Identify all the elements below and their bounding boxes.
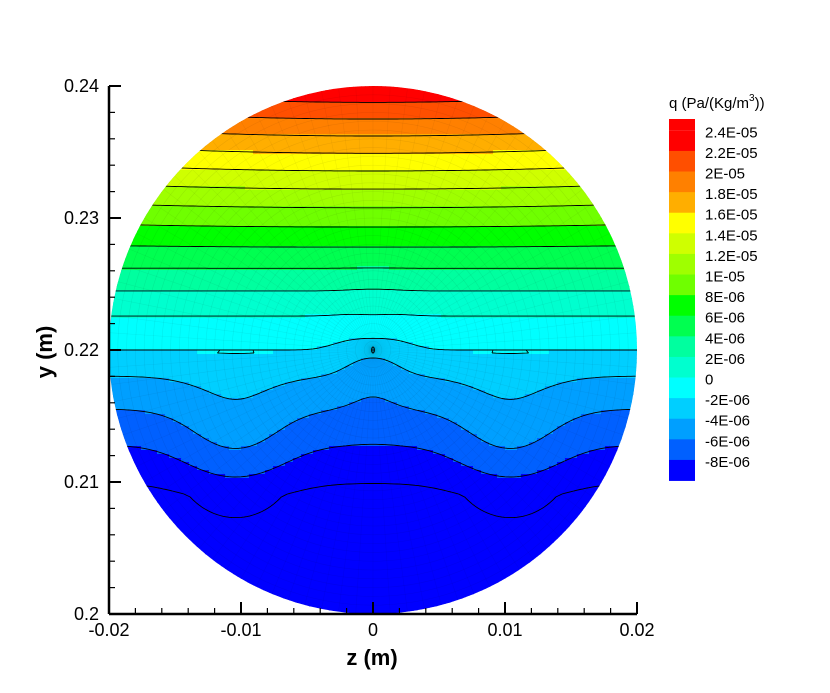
legend-swatch	[669, 295, 695, 317]
y-axis-title: y (m)	[32, 326, 57, 379]
x-tick-label: -0.02	[88, 620, 129, 640]
legend-label: 2E-06	[705, 351, 745, 368]
y-tick-label: 0.2	[74, 604, 99, 624]
legend-swatch	[669, 336, 695, 358]
x-axis-title: z (m)	[346, 645, 397, 670]
legend-label: 2.4E-05	[705, 124, 758, 141]
legend-title-end: ))	[755, 95, 765, 112]
legend-label: 6E-06	[705, 310, 745, 327]
legend-swatch	[669, 398, 695, 420]
axes: -0.02 -0.01 0 0.01 0.02 0.2 0.21 0.22 0.23 0.24	[64, 76, 655, 640]
legend-label: 1.8E-05	[705, 186, 758, 203]
legend-swatch	[669, 274, 695, 296]
legend-swatch	[669, 315, 695, 337]
legend-swatch	[669, 253, 695, 275]
legend-swatch	[669, 418, 695, 440]
legend-label: 1.4E-05	[705, 227, 758, 244]
legend-swatches: 2.4E-05 2.2E-05 2E-05 1.8E-05 1.6E-05 1.4E-05…	[669, 119, 758, 481]
legend-swatch	[669, 459, 695, 481]
x-tick-label: 0.01	[487, 620, 522, 640]
legend-label: 1.6E-05	[705, 207, 758, 224]
contour-line	[109, 443, 637, 478]
center-marker	[371, 346, 375, 354]
y-tick-label: 0.21	[64, 472, 99, 492]
contour-line	[109, 245, 637, 248]
legend-swatch	[669, 212, 695, 234]
legend-label: -8E-06	[705, 454, 750, 471]
x-tick-label: 0	[368, 620, 378, 640]
legend-label: -4E-06	[705, 413, 750, 430]
contour-line	[109, 337, 637, 354]
legend-swatch	[669, 356, 695, 378]
legend-swatch	[669, 377, 695, 399]
contour-line	[109, 357, 637, 400]
legend-title: q (Pa/(Kg/m3))	[669, 93, 765, 112]
legend-label: -2E-06	[705, 392, 750, 409]
x-tick-label: 0.02	[619, 620, 654, 640]
center-marker-shape	[371, 346, 375, 354]
legend-swatch	[669, 439, 695, 461]
legend-label: 4E-06	[705, 330, 745, 347]
legend: q (Pa/(Kg/m3)) 2.4E-05 2.2E-05 2E-05 1.8E-0…	[669, 93, 765, 481]
x-tick-label: -0.01	[220, 620, 261, 640]
legend-swatch	[669, 171, 695, 193]
legend-swatch	[669, 233, 695, 255]
legend-label: 0	[705, 372, 713, 389]
contour-line	[109, 203, 637, 209]
y-tick-label: 0.24	[64, 76, 99, 96]
legend-title-main: q (Pa/(Kg/m	[669, 95, 749, 112]
legend-swatch	[669, 192, 695, 214]
legend-label: 1E-05	[705, 269, 745, 286]
legend-swatch-top	[669, 119, 695, 131]
legend-label: -6E-06	[705, 433, 750, 450]
legend-label: 1.2E-05	[705, 248, 758, 265]
y-tick-label: 0.23	[64, 208, 99, 228]
y-tick-label: 0.22	[64, 340, 99, 360]
contour-line	[109, 313, 637, 317]
legend-swatch	[669, 130, 695, 152]
legend-label: 2E-05	[705, 166, 745, 183]
legend-label: 2.2E-05	[705, 145, 758, 162]
legend-title-sup: 3	[749, 93, 755, 104]
legend-swatch	[669, 150, 695, 172]
contour-line	[109, 482, 637, 519]
legend-label: 8E-06	[705, 289, 745, 306]
